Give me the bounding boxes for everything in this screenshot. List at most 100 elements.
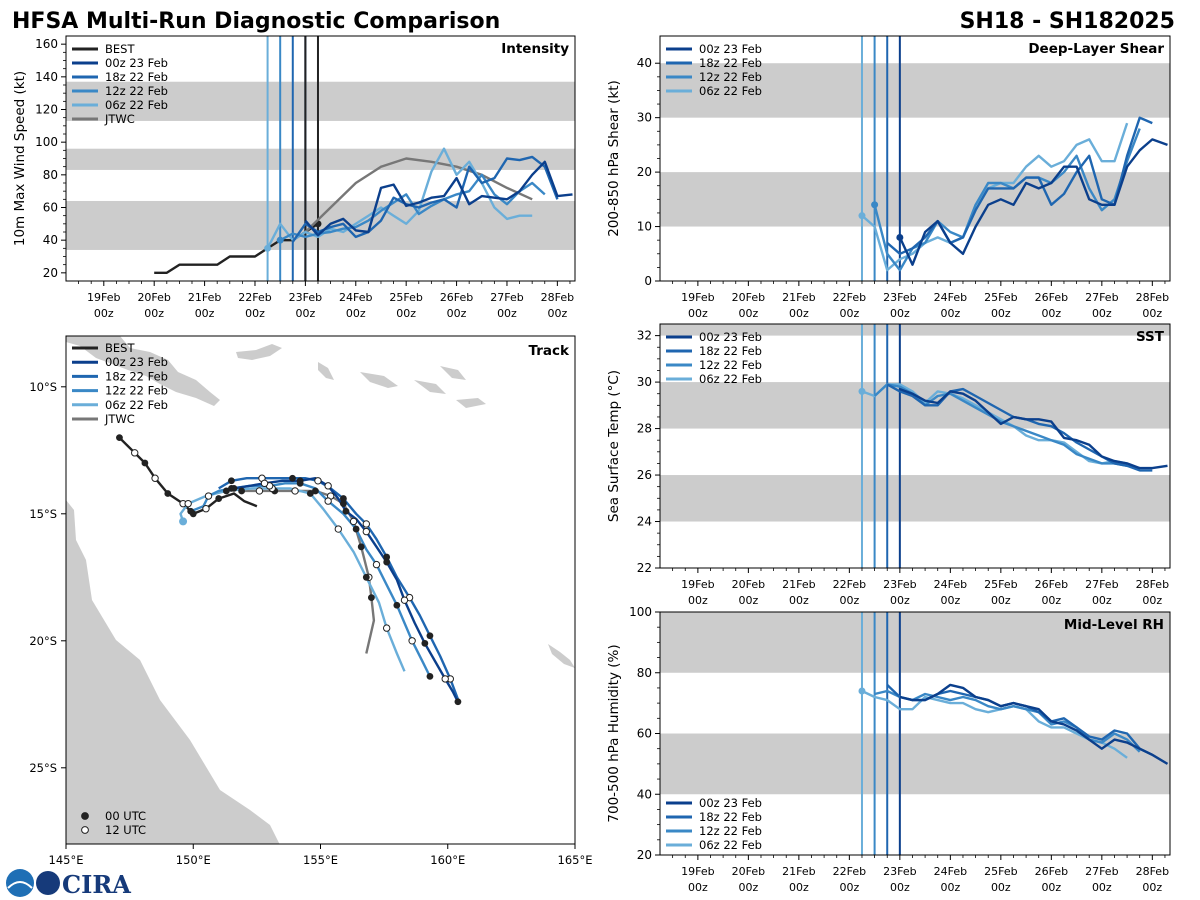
intensity-xtick-date: 28Feb bbox=[541, 291, 574, 304]
track-marker-00utc bbox=[222, 487, 230, 495]
rh-xtick-hour: 00z bbox=[940, 881, 960, 894]
track-legend-label: 12z 22 Feb bbox=[105, 384, 168, 398]
shear-xtick-hour: 00z bbox=[991, 307, 1011, 320]
shear-marker-r00z23 bbox=[896, 233, 904, 241]
intensity-xtick-date: 23Feb bbox=[289, 291, 322, 304]
sst-ytick-label: 28 bbox=[637, 422, 652, 436]
bougainville-landmass bbox=[318, 362, 334, 380]
sst-xtick-hour: 00z bbox=[839, 594, 859, 607]
intensity-legend-label: 00z 23 Feb bbox=[105, 56, 168, 70]
sst-shaded-band bbox=[660, 475, 1170, 522]
shear-legend-label: 06z 22 Feb bbox=[699, 84, 762, 98]
sst-xtick-hour: 00z bbox=[890, 594, 910, 607]
sst-shaded-band bbox=[660, 324, 1170, 336]
track-marker-12utc bbox=[400, 596, 409, 604]
track-marker-00utc bbox=[357, 543, 365, 551]
rh-xtick-hour: 00z bbox=[789, 881, 809, 894]
sst-legend-label: 18z 22 Feb bbox=[699, 344, 762, 358]
intensity-xtick-hour: 00z bbox=[396, 307, 416, 320]
cira-logo-text: CIRA bbox=[62, 870, 131, 899]
sst-shaded-band bbox=[660, 382, 1170, 429]
intensity-marker-r06z22 bbox=[264, 244, 272, 252]
intensity-xtick-date: 22Feb bbox=[238, 291, 271, 304]
shear-ylabel: 200-850 hPa Shear (kt) bbox=[606, 80, 622, 237]
shear-title: Deep-Layer Shear bbox=[1028, 41, 1164, 57]
shear-xtick-hour: 00z bbox=[940, 307, 960, 320]
rh-legend-label: 12z 22 Feb bbox=[699, 824, 762, 838]
shear-frame bbox=[659, 35, 1171, 282]
track-marker-12utc bbox=[372, 560, 381, 569]
intensity-shaded-band bbox=[66, 81, 575, 121]
rh-xtick-date: 28Feb bbox=[1136, 865, 1169, 878]
rh-legend-label: 00z 23 Feb bbox=[699, 796, 762, 810]
sst-xtick-date: 19Feb bbox=[681, 578, 714, 591]
intensity-ytick-label: 60 bbox=[43, 201, 58, 215]
track-plot-area bbox=[116, 434, 462, 706]
shear-shaded-band bbox=[660, 172, 1170, 227]
track-marker-12utc bbox=[131, 449, 139, 457]
intensity-series-r00z23 bbox=[304, 160, 573, 237]
intensity-xtick-hour: 00z bbox=[295, 307, 315, 320]
sst-xtick-date: 20Feb bbox=[732, 578, 765, 591]
track-marker-12utc bbox=[362, 520, 371, 528]
shear-marker-r12z22 bbox=[871, 201, 879, 209]
shear-ytick-label: 30 bbox=[637, 111, 652, 125]
shear-xtick-date: 24Feb bbox=[934, 291, 967, 304]
rh-series-r12z22 bbox=[874, 689, 1141, 753]
track-marker-00utc bbox=[393, 601, 401, 609]
shear-xtick-hour: 00z bbox=[1142, 307, 1162, 320]
sst-frame bbox=[659, 323, 1171, 569]
track-xtick-label: 145°E bbox=[49, 853, 84, 867]
intensity-legend-label: 18z 22 Feb bbox=[105, 70, 168, 84]
sst-ytick-label: 32 bbox=[637, 329, 652, 343]
sst-xtick-date: 26Feb bbox=[1035, 578, 1068, 591]
rh-xtick-hour: 00z bbox=[738, 881, 758, 894]
track-line-r18z22 bbox=[218, 477, 460, 700]
new-guinea-landmass bbox=[66, 336, 220, 406]
sst-xtick-hour: 00z bbox=[1041, 594, 1061, 607]
shear-xtick-hour: 00z bbox=[890, 307, 910, 320]
intensity-series-jtwc bbox=[304, 157, 533, 233]
rh-series-r00z23 bbox=[899, 683, 1169, 765]
track-marker-12utc bbox=[441, 675, 449, 683]
intensity-xtick-hour: 00z bbox=[547, 307, 567, 320]
shear-xtick-hour: 00z bbox=[789, 307, 809, 320]
shear-ytick-label: 40 bbox=[637, 56, 652, 70]
track-marker-00utc bbox=[421, 639, 429, 647]
track-marker-00utc bbox=[187, 507, 195, 515]
track-marker-00utc bbox=[362, 573, 370, 581]
rh-plot-area bbox=[660, 612, 1170, 855]
shear-xtick-date: 26Feb bbox=[1035, 291, 1068, 304]
track-marker-00utc bbox=[340, 500, 347, 508]
sst-xtick-date: 21Feb bbox=[782, 578, 815, 591]
intensity-xtick-hour: 00z bbox=[497, 307, 517, 320]
rh-legend-label: 06z 22 Feb bbox=[699, 838, 762, 852]
track-marker-legend-label: 12 UTC bbox=[105, 823, 146, 837]
track-marker-12utc bbox=[324, 497, 332, 505]
rh-xtick-hour: 00z bbox=[991, 881, 1011, 894]
sst-xtick-date: 28Feb bbox=[1136, 578, 1169, 591]
track-marker-00utc bbox=[426, 672, 434, 680]
shear-xtick-hour: 00z bbox=[688, 307, 708, 320]
rh-xtick-hour: 00z bbox=[688, 881, 708, 894]
shear-xtick-date: 27Feb bbox=[1085, 291, 1118, 304]
sst-xtick-hour: 00z bbox=[1142, 594, 1162, 607]
track-legend-label: 00z 23 Feb bbox=[105, 355, 168, 369]
track-ytick-label: 15°S bbox=[29, 507, 57, 521]
track-legend-label: JTWC bbox=[104, 412, 135, 426]
sst-xtick-date: 25Feb bbox=[984, 578, 1017, 591]
new-britain-landmass bbox=[236, 344, 282, 360]
track-marker-12utc bbox=[408, 637, 416, 645]
solomon-islands-landmass bbox=[360, 366, 486, 408]
rh-xtick-date: 23Feb bbox=[883, 865, 916, 878]
sst-xtick-date: 27Feb bbox=[1085, 578, 1118, 591]
shear-xtick-hour: 00z bbox=[1041, 307, 1061, 320]
rh-xtick-date: 21Feb bbox=[782, 865, 815, 878]
rh-xtick-date: 24Feb bbox=[934, 865, 967, 878]
track-marker-12utc bbox=[291, 487, 299, 495]
sst-xtick-date: 24Feb bbox=[934, 578, 967, 591]
track-marker-00utc bbox=[289, 474, 296, 482]
intensity-legend-label: JTWC bbox=[104, 112, 135, 126]
noaa-wave-icon bbox=[7, 881, 33, 889]
shear-xtick-hour: 00z bbox=[839, 307, 859, 320]
